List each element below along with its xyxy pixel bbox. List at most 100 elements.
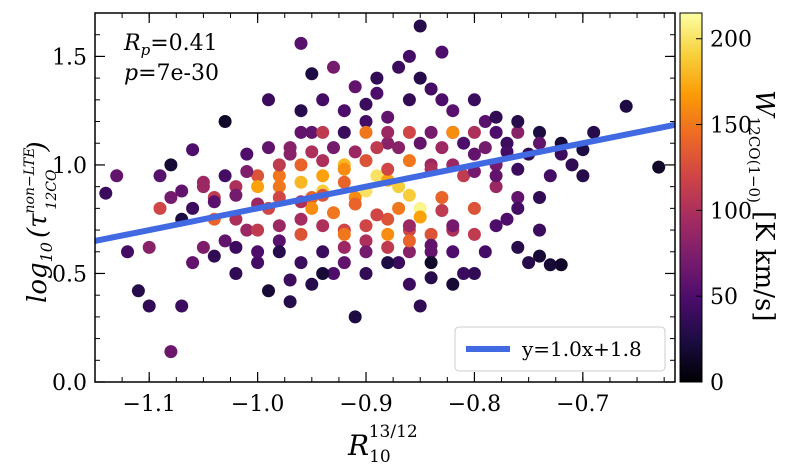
scatter-point: [272, 245, 286, 259]
scatter-point: [359, 234, 373, 248]
scatter-point: [478, 141, 492, 155]
scatter-point: [251, 256, 265, 270]
scatter-point: [392, 141, 406, 155]
scatter-point: [543, 169, 557, 183]
scatter-point: [175, 184, 189, 198]
scatter-point: [283, 141, 297, 155]
scatter-point: [424, 82, 438, 96]
scatter-point: [446, 245, 460, 259]
scatter-point: [446, 104, 460, 118]
stats-annotation: Rp=0.41 p=7e-30: [123, 31, 219, 86]
legend-label: y=1.0x+1.8: [521, 337, 642, 361]
scatter-point: [186, 143, 200, 157]
scatter-point: [327, 60, 340, 74]
scatter-point: [435, 45, 449, 59]
scatter-point: [316, 125, 330, 139]
scatter-point: [511, 191, 525, 204]
scatter-point: [381, 125, 395, 139]
scatter-point: [359, 219, 373, 233]
scatter-point: [402, 245, 416, 259]
scatter-point: [489, 110, 503, 124]
scatter-point: [283, 295, 297, 309]
scatter-point: [294, 104, 308, 118]
scatter-point: [413, 299, 427, 313]
plot-frame: [94, 12, 676, 383]
scatter-point: [446, 219, 460, 233]
scatter-point: [316, 219, 330, 233]
scatter-point: [424, 238, 438, 252]
scatter-point: [511, 115, 525, 128]
scatter-point: [207, 249, 221, 263]
scatter-point: [316, 267, 330, 280]
scatter-point: [402, 125, 416, 139]
scatter-point: [522, 256, 536, 270]
scatter-point: [413, 136, 427, 150]
scatter-point: [533, 136, 546, 150]
scatter-point: [370, 71, 384, 85]
x-tick-label: −0.8: [448, 392, 501, 417]
scatter-point: [467, 201, 481, 215]
scatter-point: [327, 267, 340, 280]
scatter-point: [348, 197, 362, 211]
scatter-point: [294, 125, 308, 139]
colorbar: [679, 12, 703, 383]
y-tick-label: 1.5: [52, 45, 87, 70]
scatter-point: [576, 169, 590, 183]
scatter-point: [316, 154, 330, 168]
scatter-point: [305, 277, 319, 291]
scatter-point: [370, 169, 384, 183]
scatter-point: [305, 145, 319, 159]
scatter-point: [489, 125, 503, 139]
fit-line-group: [95, 121, 675, 244]
scatter-point: [359, 245, 373, 259]
scatter-point: [533, 191, 546, 204]
scatter-point: [381, 110, 395, 124]
scatter-point: [381, 256, 395, 270]
scatter-point: [370, 141, 384, 155]
scatter-point: [402, 93, 416, 107]
scatter-point: [413, 210, 427, 224]
scatter-point: [402, 219, 416, 233]
scatter-point: [294, 256, 308, 270]
scatter-point: [489, 169, 503, 183]
scatter-point: [186, 256, 200, 270]
scatter-point: [337, 227, 351, 241]
scatter-point: [533, 249, 546, 263]
scatter-point: [240, 147, 254, 161]
scatter-point: [327, 141, 340, 155]
scatter-point: [316, 169, 330, 183]
scatter-point: [467, 227, 481, 241]
scatter-point: [153, 201, 167, 215]
scatter-point: [402, 277, 416, 291]
scatter-point: [402, 234, 416, 248]
scatter-point: [511, 201, 525, 215]
colorbar-tick-label: 100: [710, 199, 752, 224]
scatter-point: [533, 223, 546, 237]
x-tick-label: −1.1: [122, 392, 175, 417]
scatter-point: [186, 201, 200, 215]
scatter-point: [142, 240, 156, 254]
colorbar-tick-label: 0: [710, 371, 724, 396]
colorbar-label: W12CO(1−0)[K km/s]: [745, 90, 779, 321]
scatter-point: [251, 245, 265, 259]
scatter-point: [457, 267, 471, 280]
p-stat: p=7e-30: [124, 61, 219, 86]
scatter-point: [348, 310, 362, 324]
scatter-point: [619, 99, 633, 113]
scatter-point: [511, 125, 525, 139]
scatter-point: [359, 267, 373, 280]
scatter-point: [121, 245, 134, 259]
scatter-point: [554, 258, 568, 272]
scatter-point: [218, 234, 232, 248]
scatter-point: [240, 165, 254, 178]
scatter-point: [262, 284, 275, 298]
y-tick-label: 1.0: [52, 154, 87, 179]
scatter-point: [196, 240, 210, 254]
scatter-point: [218, 169, 232, 183]
scatter-point: [478, 245, 492, 259]
fit-line: [95, 121, 675, 244]
scatter-point: [457, 169, 471, 183]
scatter-point: [164, 158, 178, 172]
scatter-point: [587, 125, 601, 139]
scatter-point: [294, 175, 308, 189]
